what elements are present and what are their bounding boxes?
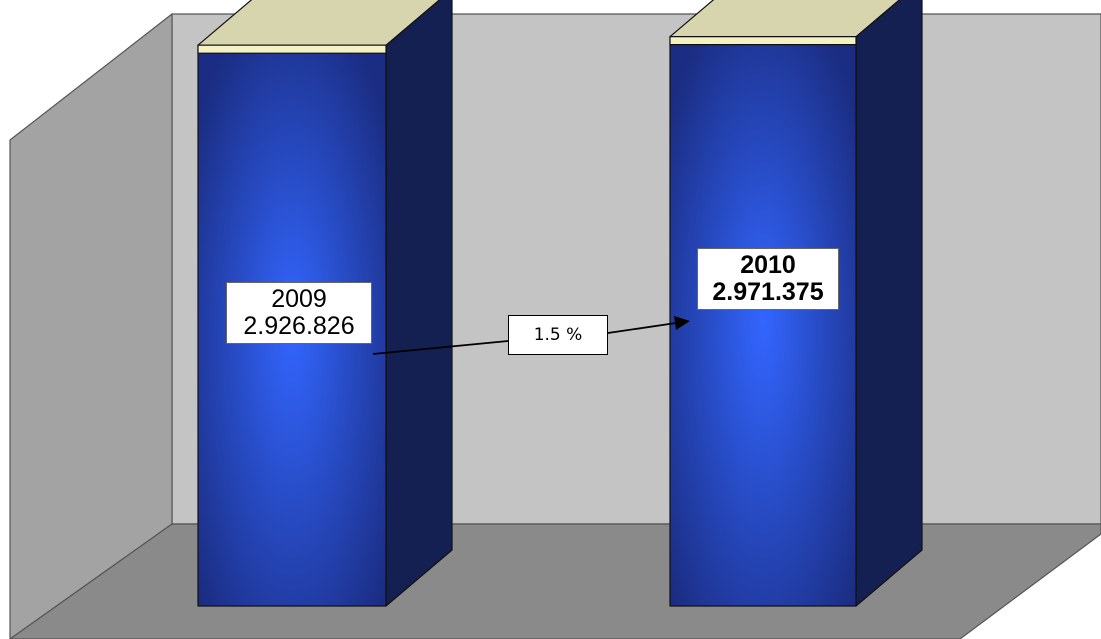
chart-floor: [9, 523, 1101, 639]
bar-label-value: 2.926.826: [243, 312, 355, 340]
bar-label-category: 2009: [271, 285, 327, 313]
bar-front-face: [669, 36, 857, 607]
bar-side-face: [855, 0, 923, 607]
bar-top-edge: [669, 36, 857, 46]
change-percent-label: 1.5 %: [508, 315, 608, 355]
bar-label-category: 2010: [740, 251, 796, 279]
bar-2010: [669, 0, 923, 607]
change-arrow-head: [674, 316, 690, 330]
bar-label-2010: 2010 2.971.375: [697, 248, 839, 310]
bar-top-edge: [197, 44, 387, 54]
bar-label-2009: 2009 2.926.826: [226, 282, 372, 344]
bar-side-face: [385, 0, 453, 607]
bar-label-value: 2.971.375: [712, 278, 824, 306]
